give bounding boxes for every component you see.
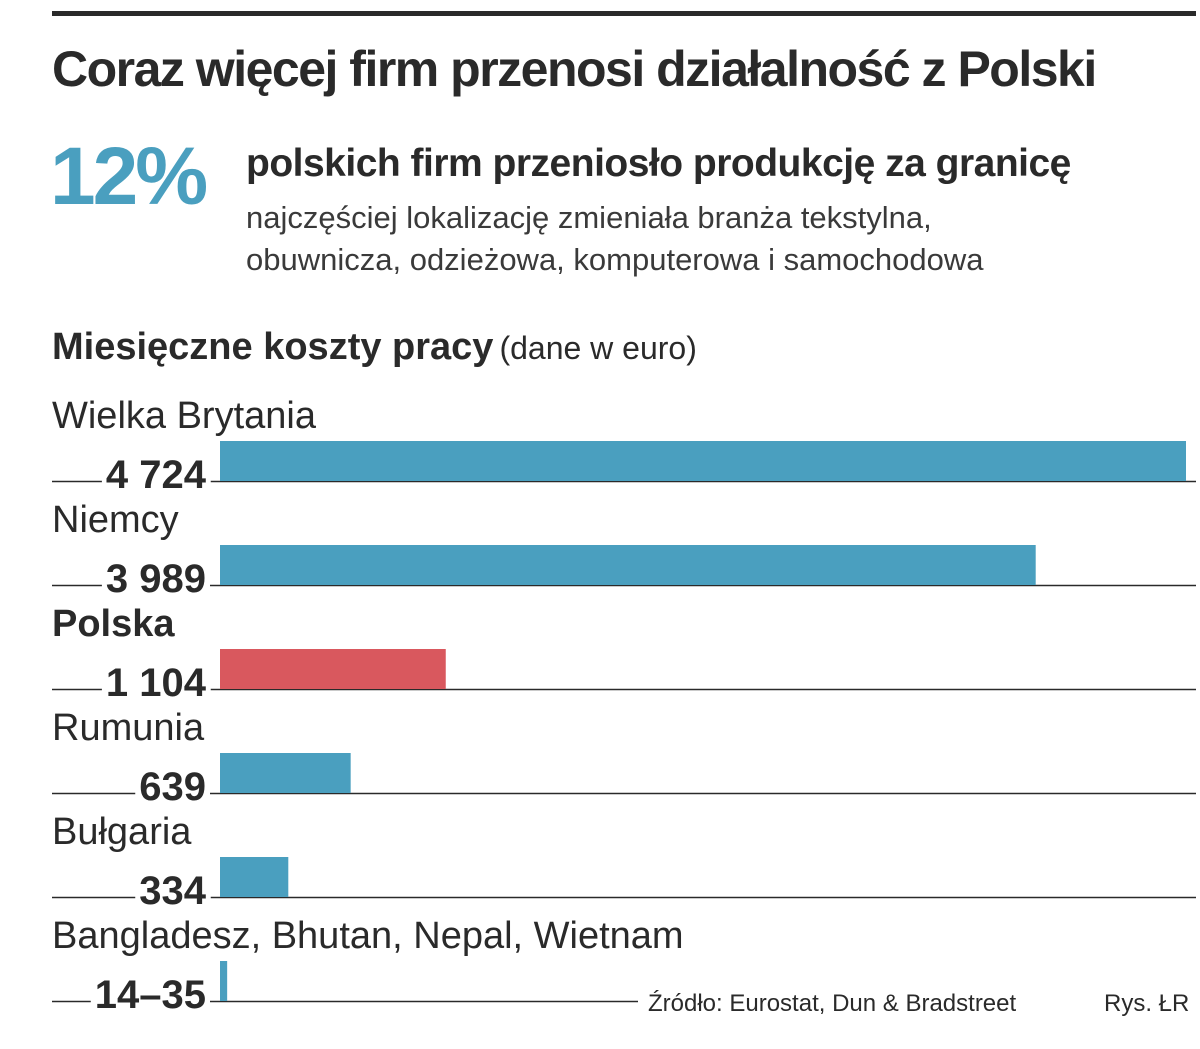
bar-bułgaria (220, 857, 289, 897)
bar-rumunia (220, 753, 351, 793)
value-label-polska: 1 104 (106, 661, 207, 705)
bar-niemcy (220, 545, 1036, 585)
value-label-wielka-brytania: 4 724 (106, 453, 207, 497)
category-label-rumunia: Rumunia (52, 707, 205, 749)
credit-note: Rys. ŁR (1104, 990, 1190, 1017)
chart-unit: (dane w euro) (499, 330, 697, 366)
value-label-bułgaria: 334 (139, 869, 206, 913)
value-label-mask (90, 973, 210, 1017)
chart-title-text: Miesięczne koszty pracy (52, 326, 494, 368)
value-label-mask (135, 869, 211, 913)
value-label-niemcy: 3 989 (106, 557, 206, 601)
category-label-polska: Polska (52, 603, 175, 645)
highlight-percentage: 12% (50, 131, 208, 222)
category-label-bułgaria: Bułgaria (52, 811, 192, 853)
value-label-bangladesz-bhutan-nepal-wietnam: 14–35 (95, 973, 206, 1017)
value-label-mask (101, 557, 210, 601)
bar-bangladesz-bhutan-nepal-wietnam (220, 961, 228, 1001)
bar-polska (220, 649, 446, 689)
category-label-niemcy: Niemcy (52, 499, 179, 541)
category-label-wielka-brytania: Wielka Brytania (52, 395, 317, 437)
bar-wielka-brytania (220, 441, 1186, 481)
top-rule (52, 11, 1196, 16)
page-title: Coraz więcej firm przenosi działalność z… (52, 41, 1097, 97)
highlight-detail-line2: obuwnicza, odzieżowa, komputerowa i samo… (246, 242, 984, 277)
highlight-detail-line1: najczęściej lokalizację zmieniała branża… (246, 200, 932, 235)
highlight-headline: polskich firm przeniosło produkcję za gr… (246, 142, 1071, 185)
value-label-mask (101, 453, 211, 497)
chart-title: Miesięczne koszty pracy (dane w euro) (52, 326, 697, 369)
source-note: Źródło: Eurostat, Dun & Bradstreet (648, 990, 1017, 1017)
category-label-bangladesz-bhutan-nepal-wietnam: Bangladesz, Bhutan, Nepal, Wietnam (52, 915, 684, 957)
value-label-rumunia: 639 (139, 765, 206, 809)
value-label-mask (135, 765, 210, 809)
value-label-mask (101, 661, 211, 705)
